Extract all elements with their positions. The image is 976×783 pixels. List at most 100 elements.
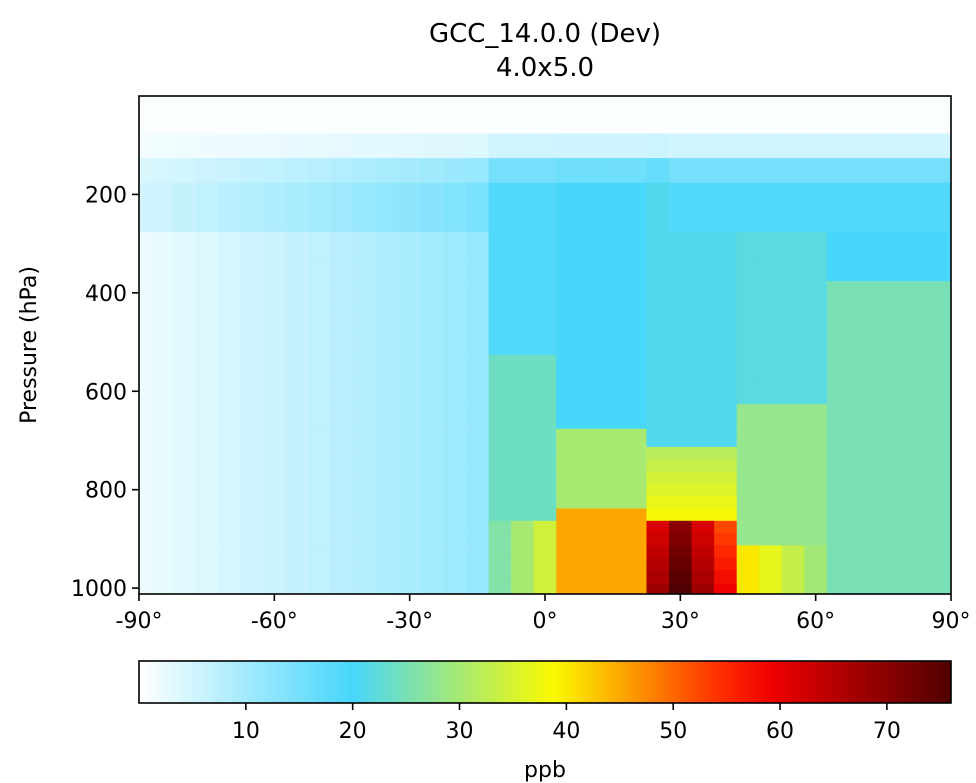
heatmap-cell bbox=[691, 483, 715, 497]
heatmap-cell bbox=[781, 495, 805, 509]
heatmap-cell bbox=[533, 483, 557, 497]
heatmap-cell bbox=[263, 557, 287, 570]
heatmap-cell bbox=[488, 206, 512, 232]
heatmap-cell bbox=[240, 557, 264, 570]
heatmap-cell bbox=[623, 495, 648, 509]
heatmap-cell bbox=[872, 544, 896, 558]
heatmap-cell bbox=[533, 470, 557, 484]
heatmap-cell bbox=[759, 305, 783, 331]
heatmap-cell bbox=[195, 507, 219, 521]
colorbar-tick-label: 50 bbox=[659, 719, 687, 744]
heatmap-cell bbox=[759, 255, 783, 282]
heatmap-cell bbox=[556, 428, 580, 447]
heatmap-cell bbox=[804, 329, 828, 355]
heatmap-cell bbox=[308, 255, 332, 282]
heatmap-cell bbox=[691, 520, 715, 534]
heatmap-cell bbox=[781, 428, 805, 447]
heatmap-cell bbox=[601, 583, 625, 594]
heatmap-cell bbox=[578, 255, 602, 282]
heatmap-cell bbox=[398, 446, 422, 460]
heatmap-cell bbox=[804, 280, 828, 306]
heatmap-cell bbox=[646, 458, 670, 472]
heatmap-cell bbox=[488, 544, 512, 558]
heatmap-cell bbox=[759, 446, 783, 460]
heatmap-cell bbox=[759, 569, 783, 584]
heatmap-cell bbox=[488, 569, 512, 584]
heatmap-cell bbox=[172, 483, 196, 497]
heatmap-cell bbox=[240, 132, 264, 159]
heatmap-cell bbox=[172, 495, 196, 509]
heatmap-cell bbox=[939, 132, 951, 159]
heatmap-cell bbox=[759, 532, 783, 546]
heatmap-cell bbox=[375, 182, 399, 208]
heatmap-cell bbox=[150, 583, 174, 594]
heatmap-cell bbox=[533, 354, 557, 380]
heatmap-cell bbox=[578, 483, 602, 497]
heatmap-cell bbox=[917, 231, 941, 257]
heatmap-cell bbox=[939, 495, 951, 509]
heatmap-cell bbox=[736, 569, 760, 584]
heatmap-cell bbox=[623, 532, 648, 546]
heatmap-cell bbox=[217, 403, 242, 429]
heatmap-cell bbox=[285, 557, 309, 570]
heatmap-cell bbox=[601, 483, 625, 497]
heatmap-cell bbox=[285, 182, 309, 208]
heatmap-cell bbox=[240, 544, 264, 558]
heatmap-cell bbox=[308, 329, 332, 355]
heatmap-cell bbox=[826, 206, 851, 232]
heatmap-cell bbox=[714, 206, 738, 232]
heatmap-cell bbox=[511, 446, 535, 460]
heatmap-cell bbox=[263, 495, 287, 509]
heatmap-cell bbox=[139, 329, 151, 355]
heatmap-cell bbox=[420, 532, 445, 546]
heatmap-cell bbox=[714, 132, 738, 159]
heatmap-cell bbox=[195, 206, 219, 232]
heatmap-cell bbox=[556, 446, 580, 460]
heatmap-cell bbox=[849, 329, 873, 355]
heatmap-cell bbox=[872, 280, 896, 306]
heatmap-cell bbox=[894, 544, 918, 558]
heatmap-cell bbox=[917, 544, 941, 558]
heatmap-cell bbox=[601, 132, 625, 159]
heatmap-cell bbox=[443, 495, 467, 509]
heatmap-cell bbox=[353, 329, 377, 355]
heatmap-cell bbox=[139, 520, 151, 534]
heatmap-cell bbox=[669, 507, 693, 521]
heatmap-cell bbox=[601, 403, 625, 429]
heatmap-cell bbox=[917, 280, 941, 306]
heatmap-cell bbox=[533, 182, 557, 208]
heatmap-cell bbox=[759, 458, 783, 472]
heatmap-cell bbox=[308, 132, 332, 159]
heatmap-cell bbox=[353, 495, 377, 509]
heatmap-cell bbox=[759, 378, 783, 405]
heatmap-cell bbox=[601, 458, 625, 472]
heatmap-cell bbox=[443, 446, 467, 460]
heatmap-cell bbox=[623, 458, 648, 472]
x-tick-label: 0° bbox=[533, 609, 558, 634]
heatmap-cell bbox=[195, 446, 219, 460]
heatmap-cell bbox=[285, 483, 309, 497]
heatmap-cell bbox=[217, 544, 242, 558]
chart-subtitle: 4.0x5.0 bbox=[496, 53, 594, 83]
heatmap-cell bbox=[714, 583, 738, 594]
heatmap-cell bbox=[139, 96, 151, 134]
heatmap-cell bbox=[804, 458, 828, 472]
heatmap-cell bbox=[669, 557, 693, 570]
heatmap-cell bbox=[353, 557, 377, 570]
heatmap-cell bbox=[217, 157, 242, 183]
heatmap-cell bbox=[285, 354, 309, 380]
heatmap-cell bbox=[398, 132, 422, 159]
heatmap-cell bbox=[826, 569, 851, 584]
heatmap-cell bbox=[714, 458, 738, 472]
heatmap-cell bbox=[240, 428, 264, 447]
heatmap-cell bbox=[872, 132, 896, 159]
heatmap-cell bbox=[511, 305, 535, 331]
heatmap-cell bbox=[623, 182, 648, 208]
heatmap-cell bbox=[330, 96, 354, 134]
heatmap-cell bbox=[623, 280, 648, 306]
heatmap-cell bbox=[623, 206, 648, 232]
heatmap-cell bbox=[150, 428, 174, 447]
heatmap-cell bbox=[759, 507, 783, 521]
heatmap-cell bbox=[398, 458, 422, 472]
heatmap-cell bbox=[669, 470, 693, 484]
